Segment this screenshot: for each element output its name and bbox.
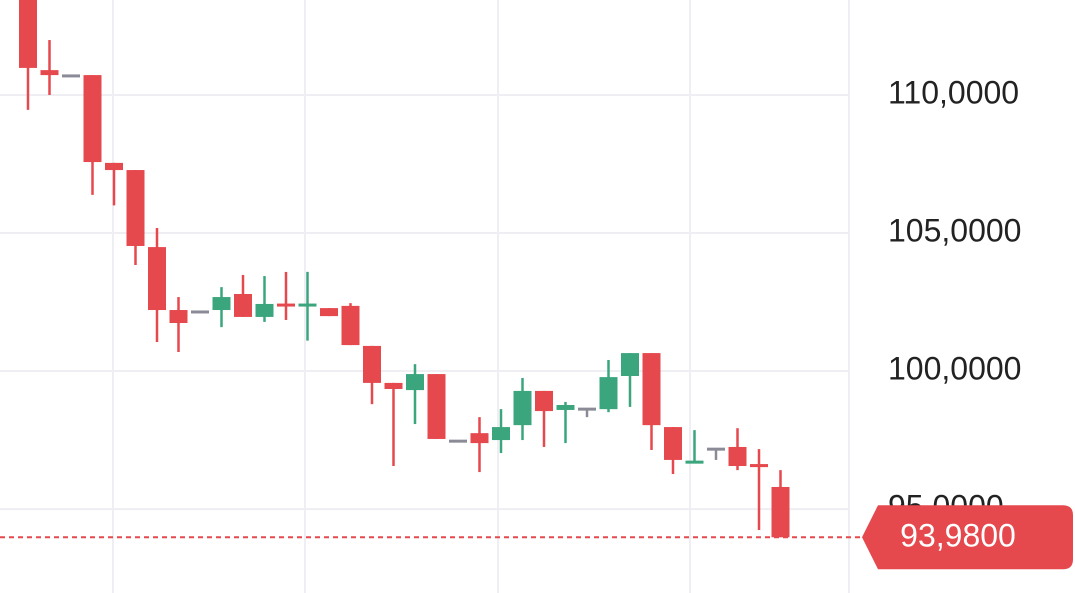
candle-body bbox=[621, 353, 639, 377]
candle-body bbox=[341, 305, 360, 346]
candle-body bbox=[277, 303, 295, 307]
candle-body bbox=[664, 427, 682, 460]
candle-body bbox=[642, 353, 661, 426]
candle-body bbox=[363, 345, 381, 383]
candle-body bbox=[148, 247, 166, 311]
last-price-tag bbox=[862, 505, 1073, 570]
candle-body bbox=[406, 374, 424, 391]
candle-body bbox=[728, 446, 747, 467]
candle-body bbox=[599, 377, 618, 410]
candle-body bbox=[578, 407, 596, 411]
candle-body bbox=[234, 294, 252, 317]
candle-body bbox=[513, 390, 532, 426]
candle-body bbox=[750, 464, 768, 468]
candle-body bbox=[707, 447, 725, 451]
candle-body bbox=[191, 310, 209, 314]
last-price-label: 93,9800 bbox=[900, 518, 1016, 554]
candle-body bbox=[212, 297, 231, 311]
candle-body bbox=[556, 404, 575, 410]
candle-body bbox=[427, 374, 446, 439]
y-tick-label: 110,0000 bbox=[888, 74, 1019, 110]
candle-body bbox=[470, 433, 489, 444]
candle-body bbox=[255, 303, 274, 317]
candle-body bbox=[40, 70, 59, 76]
vertical-grid bbox=[112, 0, 850, 593]
candle-body bbox=[105, 162, 123, 171]
candle-body bbox=[62, 74, 80, 78]
candle-body bbox=[492, 427, 510, 441]
candle-body bbox=[535, 390, 553, 412]
candle-body bbox=[320, 308, 338, 317]
y-tick-label: 100,0000 bbox=[888, 350, 1021, 386]
candle-body bbox=[384, 382, 403, 389]
candle-body bbox=[685, 460, 704, 464]
candle-body bbox=[126, 170, 145, 246]
candle-body bbox=[19, 0, 37, 68]
y-tick-label: 105,0000 bbox=[888, 212, 1021, 248]
candle-body bbox=[298, 303, 317, 307]
candle-body bbox=[771, 486, 790, 538]
candle-body bbox=[83, 75, 102, 163]
candle-body bbox=[449, 439, 467, 443]
candle-body bbox=[169, 310, 188, 324]
